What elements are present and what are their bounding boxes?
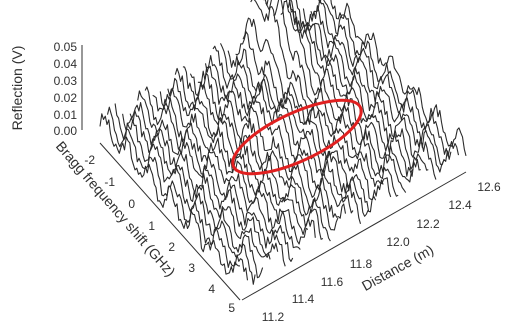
trace-line [250, 0, 392, 198]
trace-line [302, 5, 444, 173]
trace-line [197, 65, 339, 231]
trace-line [189, 72, 331, 242]
trace-line [265, 0, 407, 193]
x-tick-label: 12.4 [448, 198, 472, 212]
trace-line [310, 0, 452, 166]
y-axis-label: Bragg frequency shift (GHz) [53, 138, 179, 279]
x-tick-label: 12.2 [416, 217, 440, 231]
trace-line [152, 94, 294, 262]
z-axis: 0.05 0.04 0.03 0.02 0.01 0.00 Reflection… [9, 40, 83, 138]
z-axis-label: Reflection (V) [9, 46, 25, 131]
y-tick-label: -2 [84, 153, 95, 167]
z-tick-label: 0.03 [54, 74, 78, 88]
trace-line [122, 109, 264, 279]
trace-line [144, 86, 286, 267]
trace-line [182, 66, 324, 240]
x-axis: 11.2 11.4 11.6 11.8 12.0 12.2 12.4 12.6 … [241, 171, 501, 324]
y-tick-label: -1 [104, 175, 115, 189]
y-axis: -2 -1 0 1 2 3 4 5 Bragg frequency shift … [53, 138, 241, 315]
trace-line [220, 43, 362, 224]
z-tick-label: 0.00 [54, 124, 78, 138]
y-tick-label: 1 [148, 219, 155, 233]
z-tick-label: 0.05 [54, 40, 78, 54]
x-axis-line [241, 171, 467, 301]
trace-line [263, 0, 399, 197]
trace-line [129, 102, 271, 260]
x-tick-label: 12.6 [477, 180, 501, 194]
y-axis-line [99, 142, 241, 301]
y-tick-label: 2 [168, 240, 175, 254]
y-tick-label: 0 [128, 197, 135, 211]
trace-line [167, 77, 309, 245]
x-tick-label: 11.8 [350, 257, 373, 271]
y-tick-label: 4 [208, 282, 215, 296]
highlight-ellipse [231, 98, 363, 176]
z-tick-label: 0.02 [54, 91, 78, 105]
x-tick-label: 11.4 [292, 292, 315, 306]
x-tick-label: 11.6 [321, 275, 344, 289]
x-tick-label: 12.0 [386, 235, 410, 249]
trace-line [159, 87, 301, 250]
z-tick-label: 0.04 [54, 57, 78, 71]
x-tick-label: 11.2 [262, 310, 285, 324]
trace-group [99, 0, 467, 285]
trace-line [174, 67, 316, 238]
trace-line [114, 103, 256, 285]
trace-line [106, 106, 249, 281]
trace-line [227, 48, 369, 217]
y-tick-label: 3 [188, 261, 195, 275]
y-tick-label: 5 [228, 301, 235, 315]
trace-line [318, 0, 460, 157]
trace-line [137, 90, 279, 258]
trace-line [235, 31, 377, 213]
trace-line [295, 0, 437, 180]
trace-line [330, 0, 467, 157]
z-tick-label: 0.01 [54, 108, 78, 122]
